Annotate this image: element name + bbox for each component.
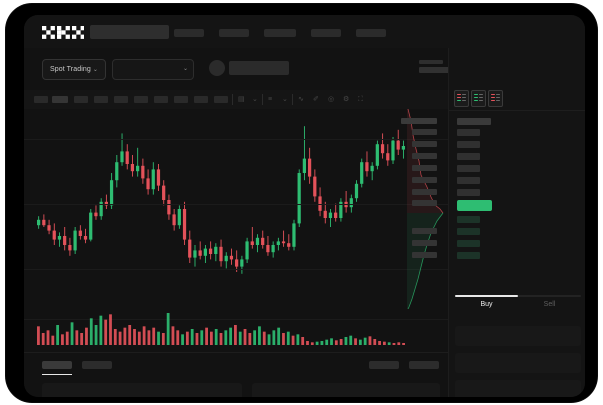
- candles-icon[interactable]: ▤: [238, 96, 245, 103]
- top-navigation-bar: [24, 15, 585, 48]
- chevron-down-icon: ⌄: [182, 66, 188, 72]
- line-tool-icon[interactable]: ∿: [298, 96, 304, 103]
- search-input[interactable]: [90, 25, 169, 39]
- account-label: [229, 61, 289, 75]
- order-price-field[interactable]: [455, 326, 581, 346]
- active-tab-underline: [42, 374, 72, 375]
- stat-1-value: [419, 67, 457, 73]
- tab-order-history[interactable]: [82, 361, 112, 369]
- nav-item-2[interactable]: [219, 29, 249, 37]
- settings-icon[interactable]: ⚙: [343, 96, 350, 103]
- avatar[interactable]: [209, 60, 225, 76]
- gridline: [24, 139, 448, 140]
- timeframe-9[interactable]: [194, 96, 208, 103]
- timeframe-6[interactable]: [134, 96, 148, 103]
- order-total-field[interactable]: [455, 380, 581, 397]
- okx-logo[interactable]: [42, 26, 84, 39]
- price-chart[interactable]: [24, 109, 448, 352]
- timeframe-2[interactable]: [52, 96, 68, 103]
- pair-selector[interactable]: ⌄: [112, 59, 194, 80]
- indicator-icon[interactable]: ≡: [268, 96, 273, 103]
- chevron-down-icon-2[interactable]: ⌄: [282, 96, 288, 103]
- stat-1-label: [419, 60, 443, 64]
- volume-series: [37, 313, 405, 345]
- gridline: [24, 319, 448, 320]
- bottom-action-2[interactable]: [409, 361, 439, 369]
- stat-1: [419, 60, 457, 73]
- toolbar-divider-1: [232, 94, 233, 105]
- tablet-screen: Spot Trading ⌄ ⌄: [24, 15, 585, 397]
- timeframe-1[interactable]: [34, 96, 48, 103]
- nav-item-1[interactable]: [174, 29, 204, 37]
- toolbar-divider-2: [262, 94, 263, 105]
- orderbook-view-asks[interactable]: [488, 90, 503, 107]
- orderbook-header-price: [457, 118, 491, 125]
- chevron-down-icon: ⌄: [92, 67, 99, 73]
- spot-trading-label: Spot Trading: [49, 66, 91, 73]
- tablet-frame: Spot Trading ⌄ ⌄: [6, 4, 597, 402]
- tab-buy[interactable]: Buy: [480, 301, 493, 308]
- fullscreen-icon[interactable]: ⛶: [358, 96, 363, 103]
- camera-icon[interactable]: ◎: [328, 96, 335, 103]
- nav-item-3[interactable]: [264, 29, 296, 37]
- order-amount-field[interactable]: [455, 353, 581, 373]
- order-form-tabs: Buy Sell: [455, 295, 581, 319]
- orderbook-view-bids[interactable]: [471, 90, 486, 107]
- bottom-panel-right: [252, 383, 440, 397]
- bottom-action-1[interactable]: [369, 361, 399, 369]
- bottom-panel-left: [42, 383, 242, 397]
- spot-trading-button[interactable]: Spot Trading ⌄: [42, 59, 106, 80]
- timeframe-5[interactable]: [114, 96, 128, 103]
- bottom-panel: [24, 352, 448, 397]
- orderbook-view-both[interactable]: [454, 90, 469, 107]
- pencil-icon[interactable]: ✐: [313, 96, 319, 103]
- gridline: [24, 204, 448, 205]
- timeframe-3[interactable]: [74, 96, 88, 103]
- nav-item-4[interactable]: [311, 29, 341, 37]
- toolbar-divider-3: [292, 94, 293, 105]
- orderbook-divider: [449, 110, 585, 111]
- candlestick-series: [36, 126, 406, 274]
- chevron-down-icon[interactable]: ⌄: [252, 96, 258, 103]
- nav-item-5[interactable]: [356, 29, 386, 37]
- best-price-highlight: [457, 200, 492, 211]
- orderbook-header-qty: [401, 118, 437, 124]
- timeframe-4[interactable]: [94, 96, 108, 103]
- active-tab-underline: [455, 295, 518, 297]
- timeframe-10[interactable]: [214, 96, 228, 103]
- timeframe-8[interactable]: [174, 96, 188, 103]
- order-panel: Buy Sell: [401, 48, 585, 397]
- tab-open-orders[interactable]: [42, 361, 72, 369]
- gridline: [24, 269, 448, 270]
- timeframe-7[interactable]: [154, 96, 168, 103]
- chart-toolbar: ▤ ⌄ ≡ ⌄ ∿ ✐ ◎ ⚙ ⛶: [24, 90, 448, 110]
- tab-rail: [455, 295, 581, 297]
- depth-overlay: [407, 109, 444, 309]
- tab-sell[interactable]: Sell: [543, 301, 556, 308]
